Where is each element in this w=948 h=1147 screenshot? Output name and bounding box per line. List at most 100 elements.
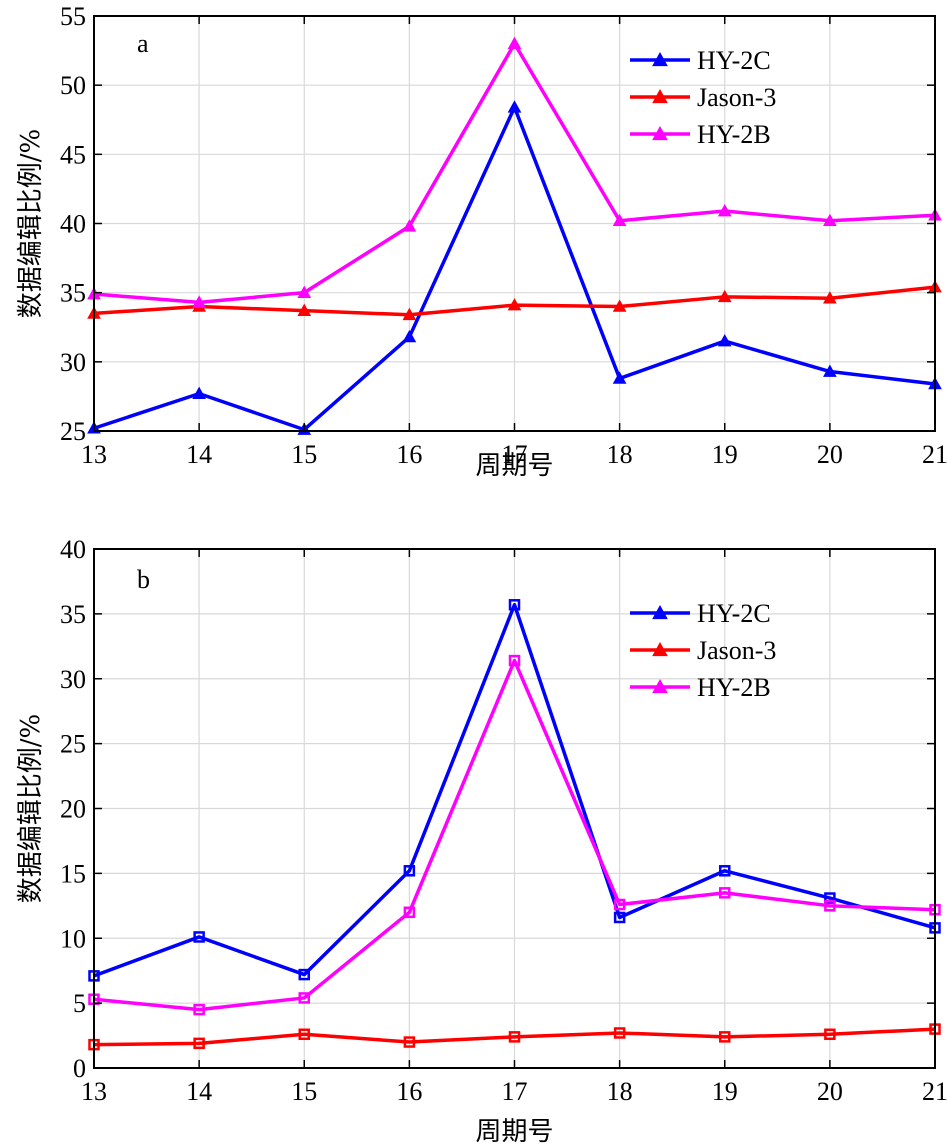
data-point [403,1036,416,1048]
y-tick-label: 10 [60,924,86,953]
data-point [719,887,731,899]
y-tick-label: 35 [60,600,86,629]
x-axis-title: 周期号 [475,1117,553,1147]
y-tick-label: 40 [60,210,86,239]
x-axis-title: 周期号 [475,451,553,481]
legend-entry-hy-2c: HY-2C [630,46,771,75]
x-tick-label: 21 [922,440,948,469]
legend-label: Jason-3 [697,636,776,665]
legend-marker [652,125,668,141]
series-line-jason-3 [93,1027,936,1047]
data-point [613,911,626,924]
data-point [402,307,417,321]
y-tick-label: 55 [60,2,86,31]
x-tick-label: 19 [712,440,738,469]
x-tick-label: 13 [81,1077,107,1106]
y-tick-label: 30 [60,348,86,377]
data-point [717,204,732,217]
y-tick-label: 40 [60,535,86,564]
data-point [612,371,627,384]
panel-label: a [137,29,149,58]
y-tick-label: 25 [60,730,86,759]
x-tick-label: 16 [396,1077,422,1106]
data-point [717,289,732,303]
y-axis-title: 数据编辑比例/% [16,714,46,903]
y-tick-label: 20 [60,795,86,824]
data-point [403,906,416,919]
data-point [297,285,312,298]
y-tick-label: 45 [60,140,86,169]
x-tick-label: 14 [186,1077,212,1106]
x-tick-label: 18 [607,1077,633,1106]
x-tick-label: 19 [712,1077,738,1106]
x-tick-label: 15 [291,440,317,469]
data-point [823,291,837,304]
panel-label: b [137,565,150,594]
y-tick-label: 0 [73,1054,86,1083]
data-point [298,992,310,1004]
x-tick-label: 17 [502,440,528,469]
data-point [193,1003,205,1016]
legend-label: HY-2C [697,599,771,628]
legend-label: HY-2B [697,673,771,702]
legend-marker [652,88,668,104]
legend-entry-jason-3: Jason-3 [630,636,776,665]
data-point [403,865,416,877]
y-tick-label: 35 [60,279,86,308]
data-point [613,898,626,911]
data-point [402,219,417,232]
chart-panel-b: 13 14 15 16 17 18 19 20 21 0 5 10 15 20 25 30 35 40 周期号 数据编… [16,535,948,1147]
data-point [508,654,521,667]
data-point [508,599,521,611]
data-point [298,968,310,981]
data-point [193,1037,205,1050]
legend-marker [652,641,668,657]
data-point [824,900,836,912]
data-point [824,1028,836,1041]
data-point [719,865,731,877]
legend-entry-jason-3: Jason-3 [630,83,776,112]
legend-label: HY-2C [697,46,771,75]
y-tick-label: 15 [60,859,86,888]
x-tick-label: 15 [291,1077,317,1106]
data-point [613,1027,626,1039]
data-point [297,303,312,316]
data-point [193,931,205,943]
legend-entry-hy-2b: HY-2B [630,120,771,149]
legend-label: HY-2B [697,120,771,149]
series-line-hy-2c [93,603,936,978]
legend-entry-hy-2c: HY-2C [630,599,771,628]
legend-marker [652,604,668,620]
legend-label: Jason-3 [697,83,776,112]
series-line-hy-2b [93,658,936,1012]
data-point [823,364,837,377]
data-point [612,213,627,227]
data-point [507,36,522,49]
data-point [719,1031,731,1043]
x-tick-label: 21 [922,1077,948,1106]
y-tick-label: 25 [60,417,86,446]
y-tick-label: 50 [60,71,86,100]
data-point [507,100,522,113]
x-tick-label: 13 [81,440,107,469]
y-tick-label: 30 [60,665,86,694]
data-point [192,295,206,308]
y-axis-title: 数据编辑比例/% [16,129,46,318]
legend-marker [652,51,668,67]
data-point [612,299,627,312]
data-point [192,386,206,399]
data-point [823,213,837,227]
y-tick-label: 5 [73,989,86,1018]
data-point [507,298,522,311]
x-tick-label: 18 [607,440,633,469]
chart-panel-a: 13 14 15 16 17 18 19 20 21 25 30 35 40 45 50 55 周期号 数据编辑比… [16,2,948,481]
x-tick-label: 20 [817,1077,843,1106]
x-tick-label: 14 [186,440,212,469]
x-tick-label: 16 [396,440,422,469]
legend-marker [652,678,668,694]
legend-entry-hy-2b: HY-2B [630,673,771,702]
x-tick-label: 20 [817,440,843,469]
data-point [508,1031,521,1043]
x-tick-label: 17 [502,1077,528,1106]
